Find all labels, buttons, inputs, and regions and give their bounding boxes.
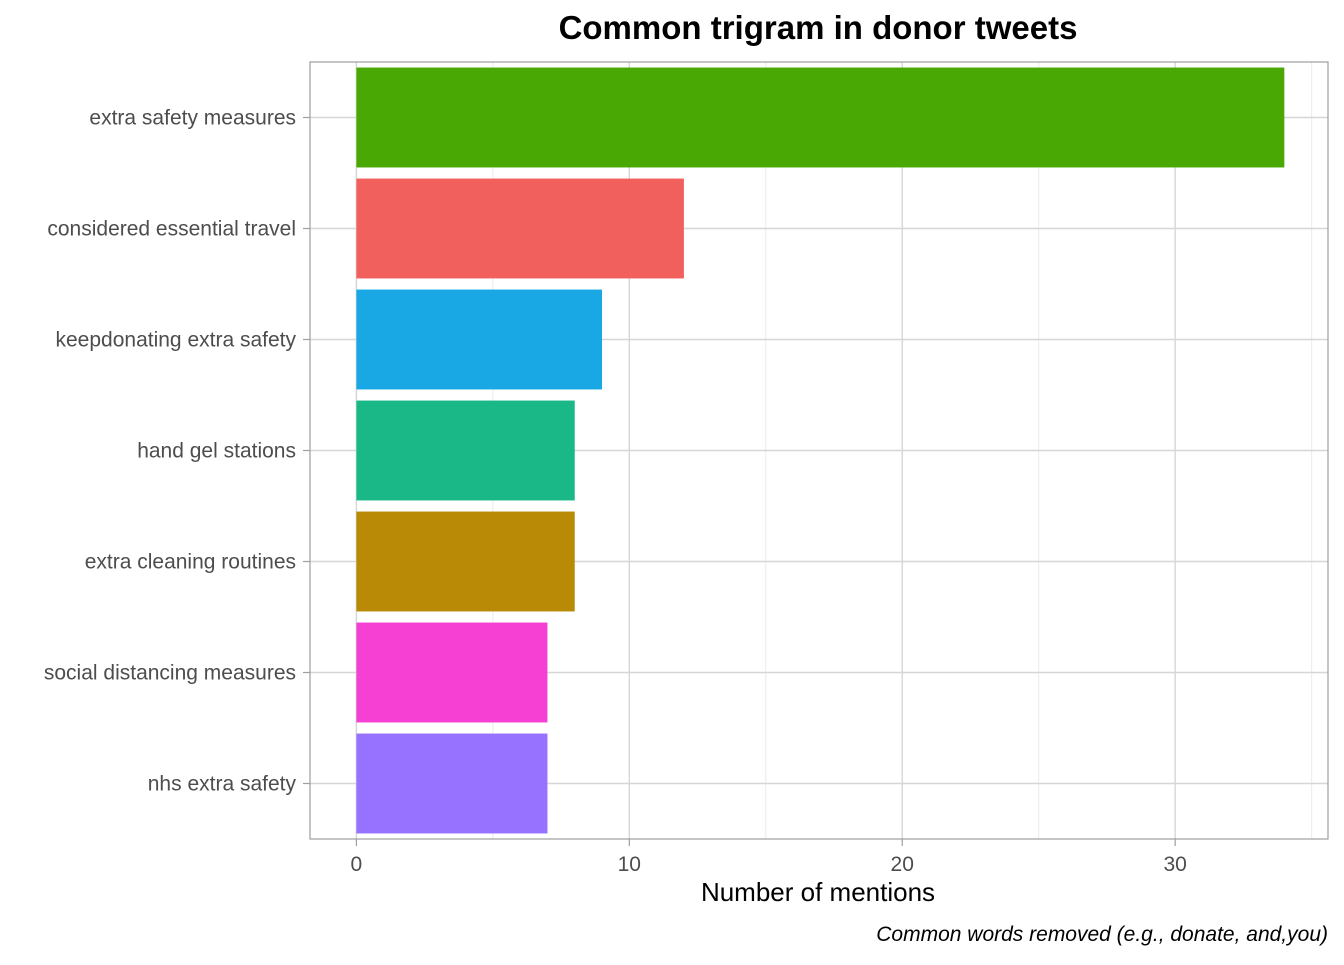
chart-caption: Common words removed (e.g., donate, and,… (876, 923, 1328, 946)
bar-extra-safety-measures (356, 67, 1285, 168)
x-tick-label: 20 (891, 853, 914, 876)
bar-considered-essential-travel (356, 178, 684, 279)
bar-social-distancing-measures (356, 622, 548, 723)
bar-hand-gel-stations (356, 400, 575, 501)
ticks-layer: 0 10 20 30 extra safety measures considered e… (44, 107, 1187, 877)
y-tick-label: extra safety measures (89, 107, 296, 130)
y-tick-label: considered essential travel (47, 218, 296, 241)
chart-title: Common trigram in donor tweets (559, 9, 1078, 46)
bar-nhs-extra-safety (356, 733, 548, 834)
bars-layer (356, 67, 1285, 834)
y-tick-label: nhs extra safety (148, 773, 297, 796)
x-tick-label: 10 (618, 853, 641, 876)
x-axis-label: Number of mentions (701, 877, 935, 907)
y-tick-label: social distancing measures (44, 662, 296, 685)
bar-extra-cleaning-routines (356, 511, 575, 612)
x-tick-label: 30 (1163, 853, 1186, 876)
y-tick-label: hand gel stations (137, 440, 296, 463)
y-tick-label: keepdonating extra safety (56, 329, 297, 352)
x-tick-label: 0 (351, 853, 363, 876)
bar-keepdonating-extra-safety (356, 289, 603, 390)
y-tick-label: extra cleaning routines (85, 551, 296, 574)
